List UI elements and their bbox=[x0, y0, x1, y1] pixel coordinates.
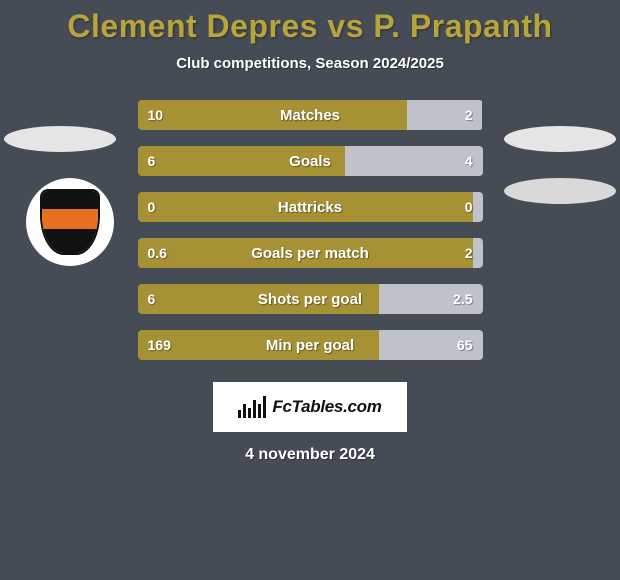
comparison-area: 102Matches 64Goals 00Hattricks 0.62Goals pe… bbox=[0, 100, 620, 464]
stat-right-value: 2 bbox=[473, 238, 483, 268]
stat-row: 64Goals bbox=[138, 146, 483, 176]
stat-right-value: 4 bbox=[345, 146, 483, 176]
stat-row: 16965Min per goal bbox=[138, 330, 483, 360]
stat-left-value: 169 bbox=[138, 330, 380, 360]
stat-left-value: 10 bbox=[138, 100, 407, 130]
brand-chart-icon bbox=[238, 396, 266, 418]
date-text: 4 november 2024 bbox=[0, 446, 620, 464]
stat-left-value: 6 bbox=[138, 284, 380, 314]
stat-bars: 102Matches 64Goals 00Hattricks 0.62Goals pe… bbox=[138, 100, 483, 360]
stat-row: 0.62Goals per match bbox=[138, 238, 483, 268]
brand-text: FcTables.com bbox=[272, 397, 381, 417]
player-left-placeholder bbox=[4, 126, 116, 152]
club-right-placeholder bbox=[504, 178, 616, 204]
club-left-logo bbox=[26, 178, 114, 266]
brand-box: FcTables.com bbox=[213, 382, 407, 432]
page-title: Clement Depres vs P. Prapanth bbox=[0, 0, 620, 45]
stat-right-value: 0 bbox=[473, 192, 483, 222]
player-right-placeholder bbox=[504, 126, 616, 152]
stat-row: 62.5Shots per goal bbox=[138, 284, 483, 314]
subtitle: Club competitions, Season 2024/2025 bbox=[0, 55, 620, 72]
stat-right-value: 2 bbox=[407, 100, 483, 130]
stat-row: 00Hattricks bbox=[138, 192, 483, 222]
shield-icon bbox=[40, 189, 100, 255]
stat-left-value: 0.6 bbox=[138, 238, 473, 268]
stat-left-value: 0 bbox=[138, 192, 473, 222]
stat-row: 102Matches bbox=[138, 100, 483, 130]
stat-left-value: 6 bbox=[138, 146, 345, 176]
stat-right-value: 65 bbox=[379, 330, 483, 360]
stat-right-value: 2.5 bbox=[379, 284, 483, 314]
